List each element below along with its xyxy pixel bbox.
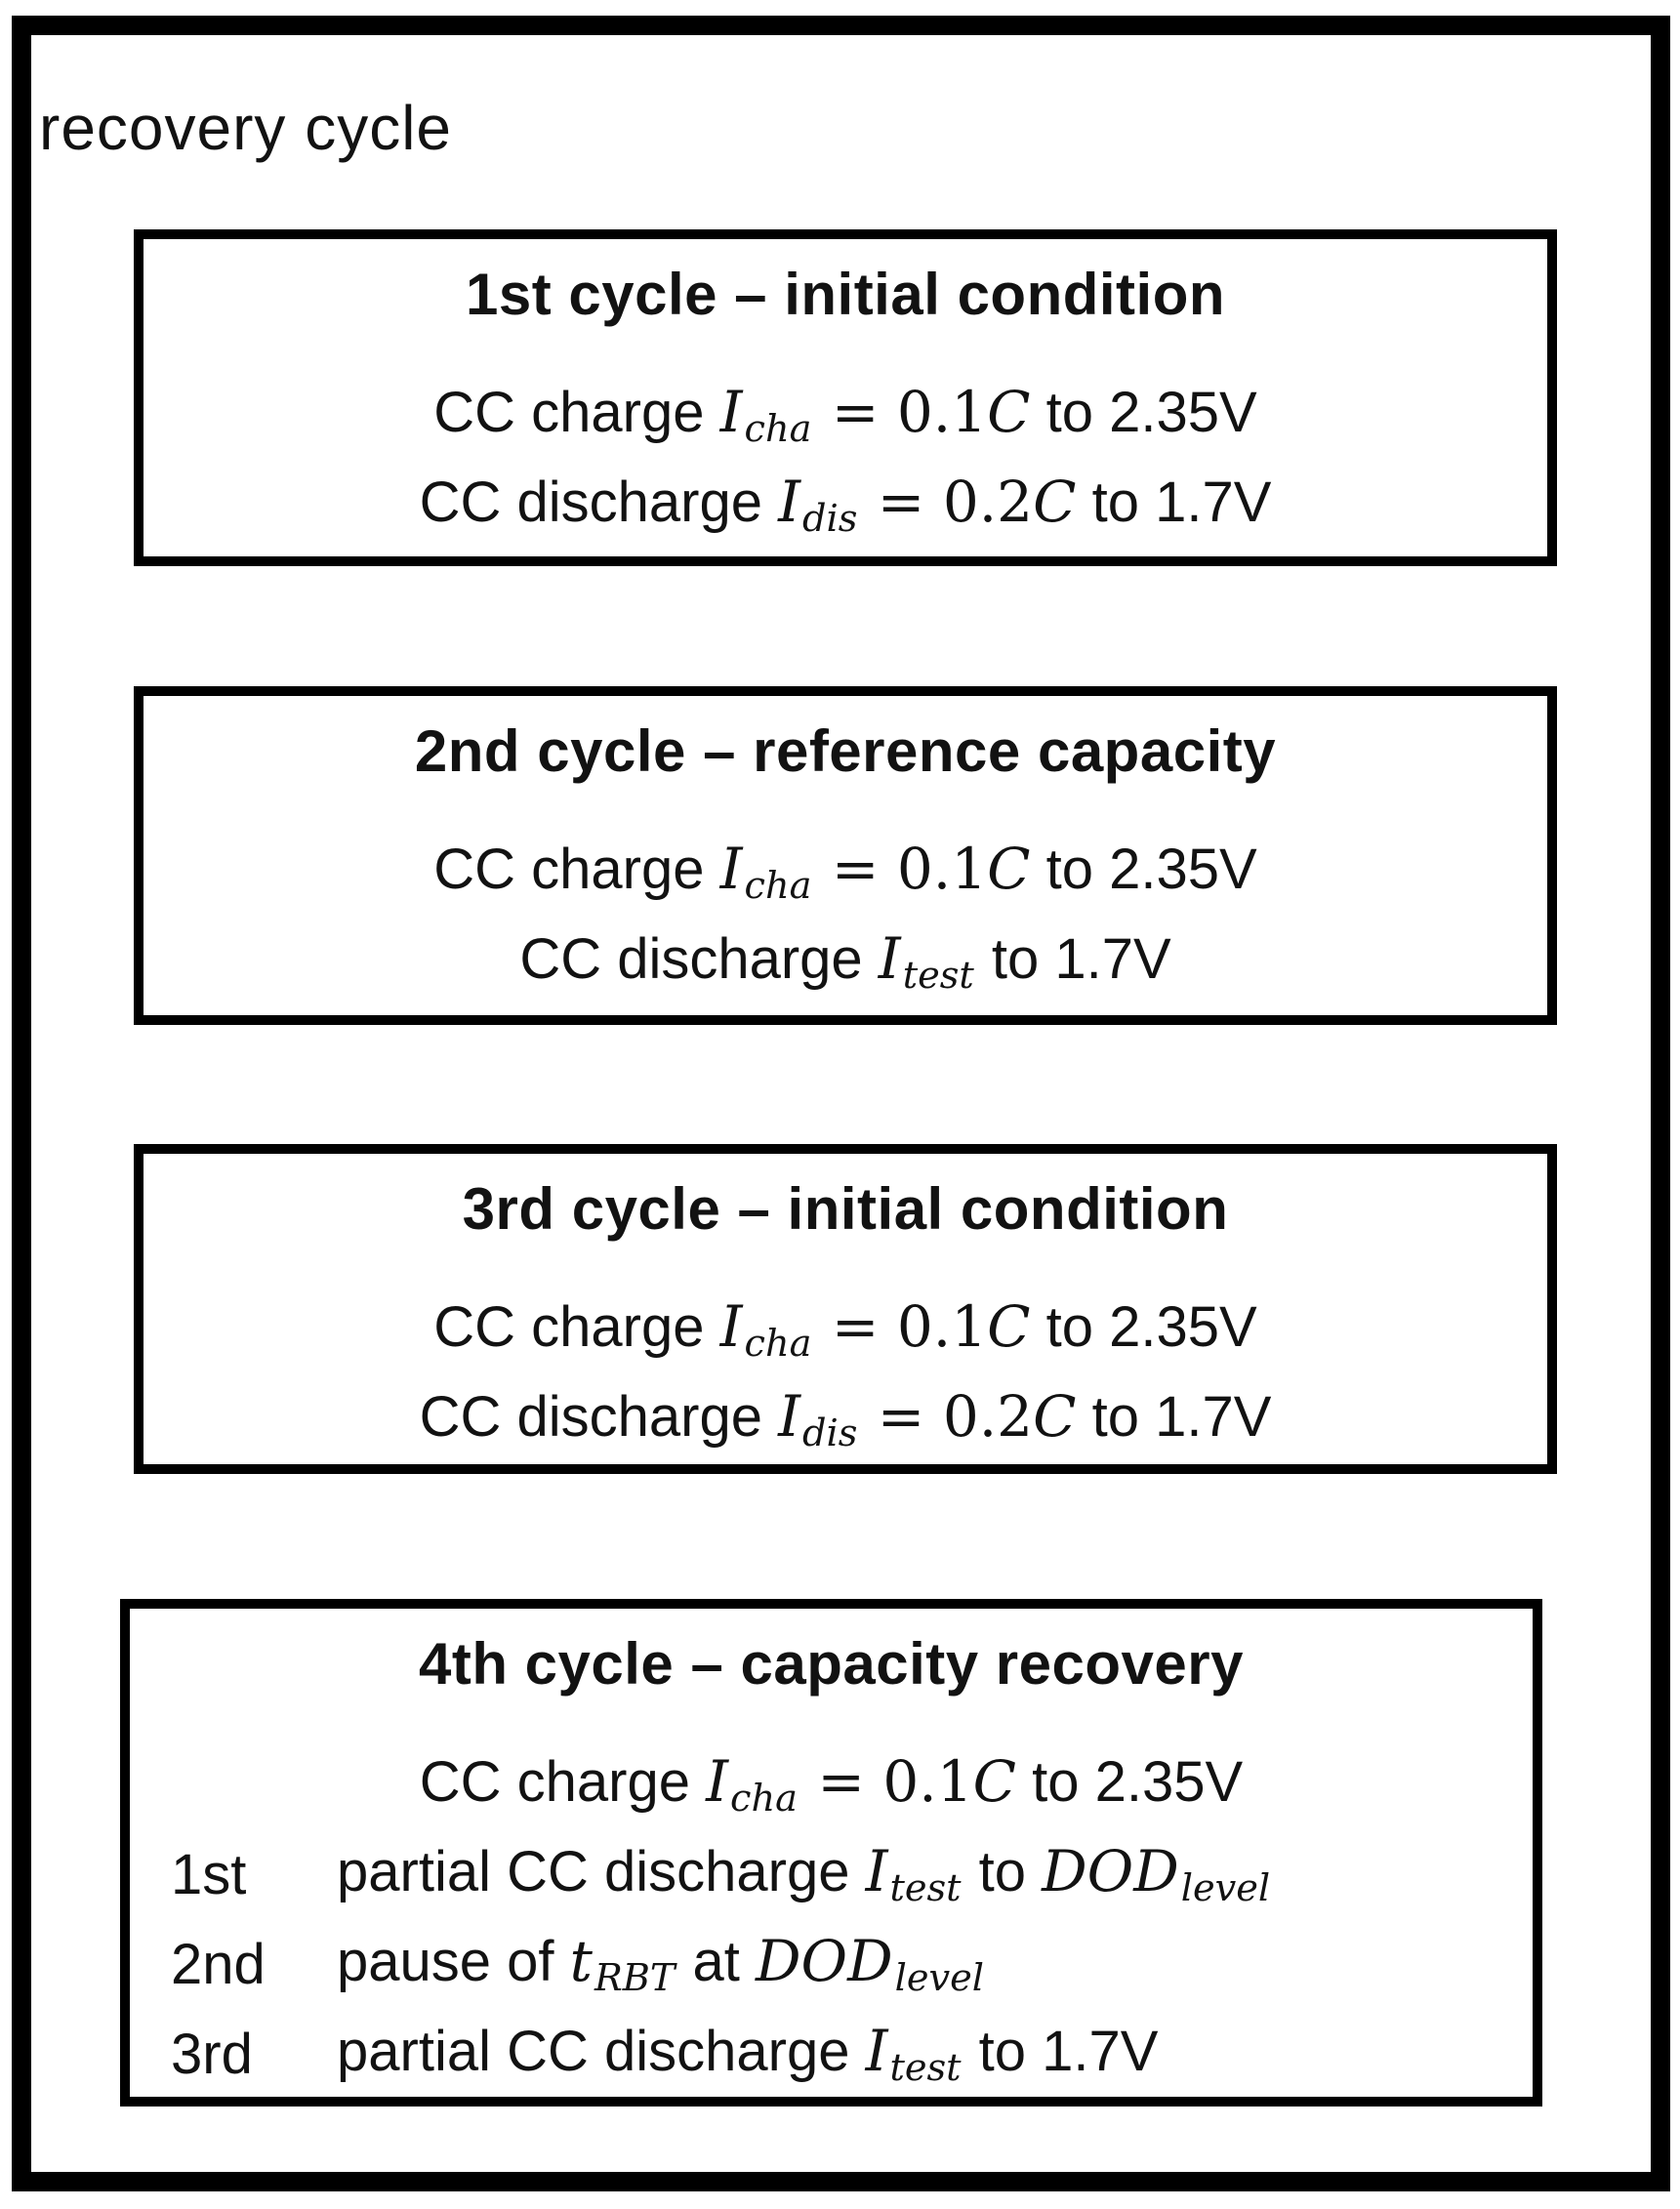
step-text: CC charge Icha = 0.1C to 2.35V [433,835,1257,909]
cycle-box-steps: CC charge Icha = 0.1C to 2.35V CC dischar… [143,827,1547,1006]
cycle-step: CC charge Icha = 0.1C to 2.35V [143,370,1547,460]
step-text: CC discharge Idis = 0.2C to 1.7V [419,1382,1272,1456]
step-text: CC charge Icha = 0.1C to 2.35V [433,378,1257,452]
step-text: partial CC discharge Itest to DODlevel [337,1837,1271,1911]
step-text: pause of tRBT at DODlevel [337,1927,984,2001]
cycle-box-title: 1st cycle – initial condition [465,262,1226,327]
step-text: partial CC discharge Itest to 1.7V [337,2017,1159,2091]
step-order-label: 1st [171,1842,247,1906]
figure-outer-border [12,16,1670,2191]
figure-title: recovery cycle [39,93,452,163]
cycle-box-1: 1st cycle – initial condition CC charge I… [134,229,1557,566]
cycle-box-3: 3rd cycle – initial condition CC charge I… [134,1144,1557,1474]
step-text: CC charge Icha = 0.1C to 2.35V [433,1292,1257,1367]
cycle-box-steps: CC charge Icha = 0.1C to 2.35V 1st partial… [130,1739,1533,2099]
step-text: CC discharge Itest to 1.7V [519,924,1171,999]
cycle-step: CC discharge Idis = 0.2C to 1.7V [143,1374,1547,1464]
cycle-box-4: 4th cycle – capacity recovery CC charge I… [120,1599,1542,2107]
cycle-step: CC discharge Itest to 1.7V [143,917,1547,1006]
cycle-box-steps: CC charge Icha = 0.1C to 2.35V CC dischar… [143,1285,1547,1464]
step-text: CC charge Icha = 0.1C to 2.35V [419,1747,1244,1821]
cycle-step: 3rd partial CC discharge Itest to 1.7V [130,2009,1533,2099]
step-order-label: 3rd [171,2022,253,2086]
cycle-step: 2nd pause of tRBT at DODlevel [130,1919,1533,2009]
cycle-step: CC charge Icha = 0.1C to 2.35V [130,1739,1533,1829]
cycle-box-title: 3rd cycle – initial condition [462,1176,1229,1242]
cycle-step: CC charge Icha = 0.1C to 2.35V [143,827,1547,917]
cycle-step: CC discharge Idis = 0.2C to 1.7V [143,460,1547,550]
cycle-box-2: 2nd cycle – reference capacity CC charge … [134,686,1557,1025]
cycle-step: 1st partial CC discharge Itest to DODleve… [130,1829,1533,1919]
cycle-box-title: 4th cycle – capacity recovery [418,1631,1245,1697]
cycle-step: CC charge Icha = 0.1C to 2.35V [143,1285,1547,1374]
cycle-box-title: 2nd cycle – reference capacity [414,718,1277,784]
step-text: CC discharge Idis = 0.2C to 1.7V [419,468,1272,542]
step-order-label: 2nd [171,1932,266,1996]
cycle-box-steps: CC charge Icha = 0.1C to 2.35V CC dischar… [143,370,1547,550]
